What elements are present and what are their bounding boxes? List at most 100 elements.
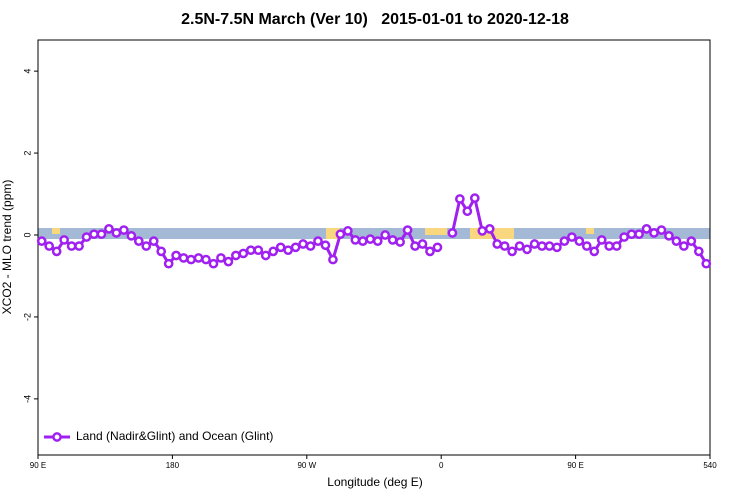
data-point	[522, 244, 532, 255]
data-point	[89, 229, 99, 240]
data-point	[275, 242, 286, 253]
data-point	[589, 246, 600, 257]
data-point	[492, 239, 503, 249]
data-point	[372, 236, 383, 247]
y-tick-label: 4	[22, 69, 32, 74]
data-point	[66, 241, 77, 251]
data-point	[223, 256, 234, 267]
data-point	[208, 258, 219, 269]
data-point	[201, 254, 211, 265]
x-tick-label: 0	[439, 461, 444, 470]
data-point	[596, 235, 607, 245]
data-point	[410, 241, 420, 251]
data-point	[447, 228, 458, 238]
land-band	[586, 228, 594, 234]
data-point	[216, 253, 226, 263]
data-point	[484, 224, 495, 234]
y-tick-label: -4	[22, 395, 32, 403]
data-point	[44, 241, 55, 251]
data-point	[156, 246, 167, 257]
data-point	[664, 230, 674, 241]
data-point	[320, 240, 331, 251]
data-point	[611, 241, 622, 251]
data-point	[238, 248, 249, 259]
data-point	[357, 236, 368, 247]
x-axis-label: Longitude (deg E)	[327, 475, 422, 489]
data-point	[81, 232, 92, 242]
data-point	[290, 242, 301, 253]
data-point	[537, 241, 547, 251]
data-point	[544, 241, 555, 251]
data-point	[507, 246, 517, 257]
data-point	[268, 246, 279, 257]
data-point	[387, 235, 398, 245]
data-point	[298, 239, 308, 249]
data-point	[74, 241, 84, 251]
data-point	[477, 226, 488, 236]
data-point	[634, 229, 644, 240]
data-point	[626, 229, 637, 240]
data-point	[380, 230, 391, 240]
data-point	[529, 239, 540, 249]
data-point	[641, 224, 652, 234]
data-point	[231, 250, 241, 261]
data-point	[581, 241, 592, 251]
x-tick-label: 90 W	[297, 461, 316, 470]
ocean-band	[38, 228, 710, 239]
data-point	[604, 241, 615, 251]
data-point	[365, 234, 376, 244]
y-tick-label: 0	[22, 232, 32, 237]
data-point	[193, 253, 204, 263]
data-point	[245, 245, 256, 256]
y-tick-label: 2	[22, 151, 32, 156]
land-band	[52, 228, 60, 234]
legend-label: Land (Nadir&Glint) and Ocean (Glint)	[76, 429, 273, 443]
y-tick-label: -2	[22, 313, 32, 321]
data-point	[343, 226, 353, 236]
data-point	[51, 246, 62, 257]
x-tick-label: 180	[166, 461, 180, 470]
data-point	[305, 241, 316, 251]
data-point	[552, 242, 562, 253]
x-tick-label: 90 E	[30, 461, 46, 470]
y-axis-label: XCO2 - MLO trend (ppm)	[0, 180, 14, 315]
data-point	[96, 229, 107, 240]
data-point	[148, 236, 159, 247]
data-point	[462, 206, 473, 217]
data-point	[104, 224, 114, 234]
data-point	[417, 239, 428, 249]
data-point	[679, 241, 689, 251]
data-point	[36, 236, 47, 247]
data-point	[455, 194, 465, 204]
data-point	[313, 236, 323, 247]
data-point	[111, 228, 122, 238]
data-point	[432, 242, 443, 253]
data-point	[656, 225, 667, 235]
data-point	[133, 236, 144, 247]
data-point	[178, 253, 189, 263]
data-point	[119, 225, 129, 235]
data-point	[469, 193, 480, 203]
data-point	[402, 225, 413, 235]
data-point	[671, 236, 682, 247]
data-point	[499, 241, 510, 251]
data-point	[335, 229, 346, 240]
data-point	[253, 245, 264, 256]
legend-marker	[52, 432, 62, 442]
data-point	[260, 250, 271, 261]
data-point	[574, 236, 585, 247]
plot-frame	[37, 39, 711, 456]
x-tick-label: 90 E	[567, 461, 583, 470]
data-point	[141, 241, 152, 251]
data-point	[171, 250, 181, 261]
land-band	[326, 228, 340, 239]
data-point	[283, 245, 293, 256]
chart-title: 2.5N-7.5N March (Ver 10) 2015-01-01 to 2…	[181, 11, 569, 28]
data-point	[425, 246, 435, 257]
data-point	[514, 241, 525, 251]
x-tick-label: 540	[703, 461, 717, 470]
data-point	[686, 236, 697, 247]
data-point	[186, 254, 196, 265]
